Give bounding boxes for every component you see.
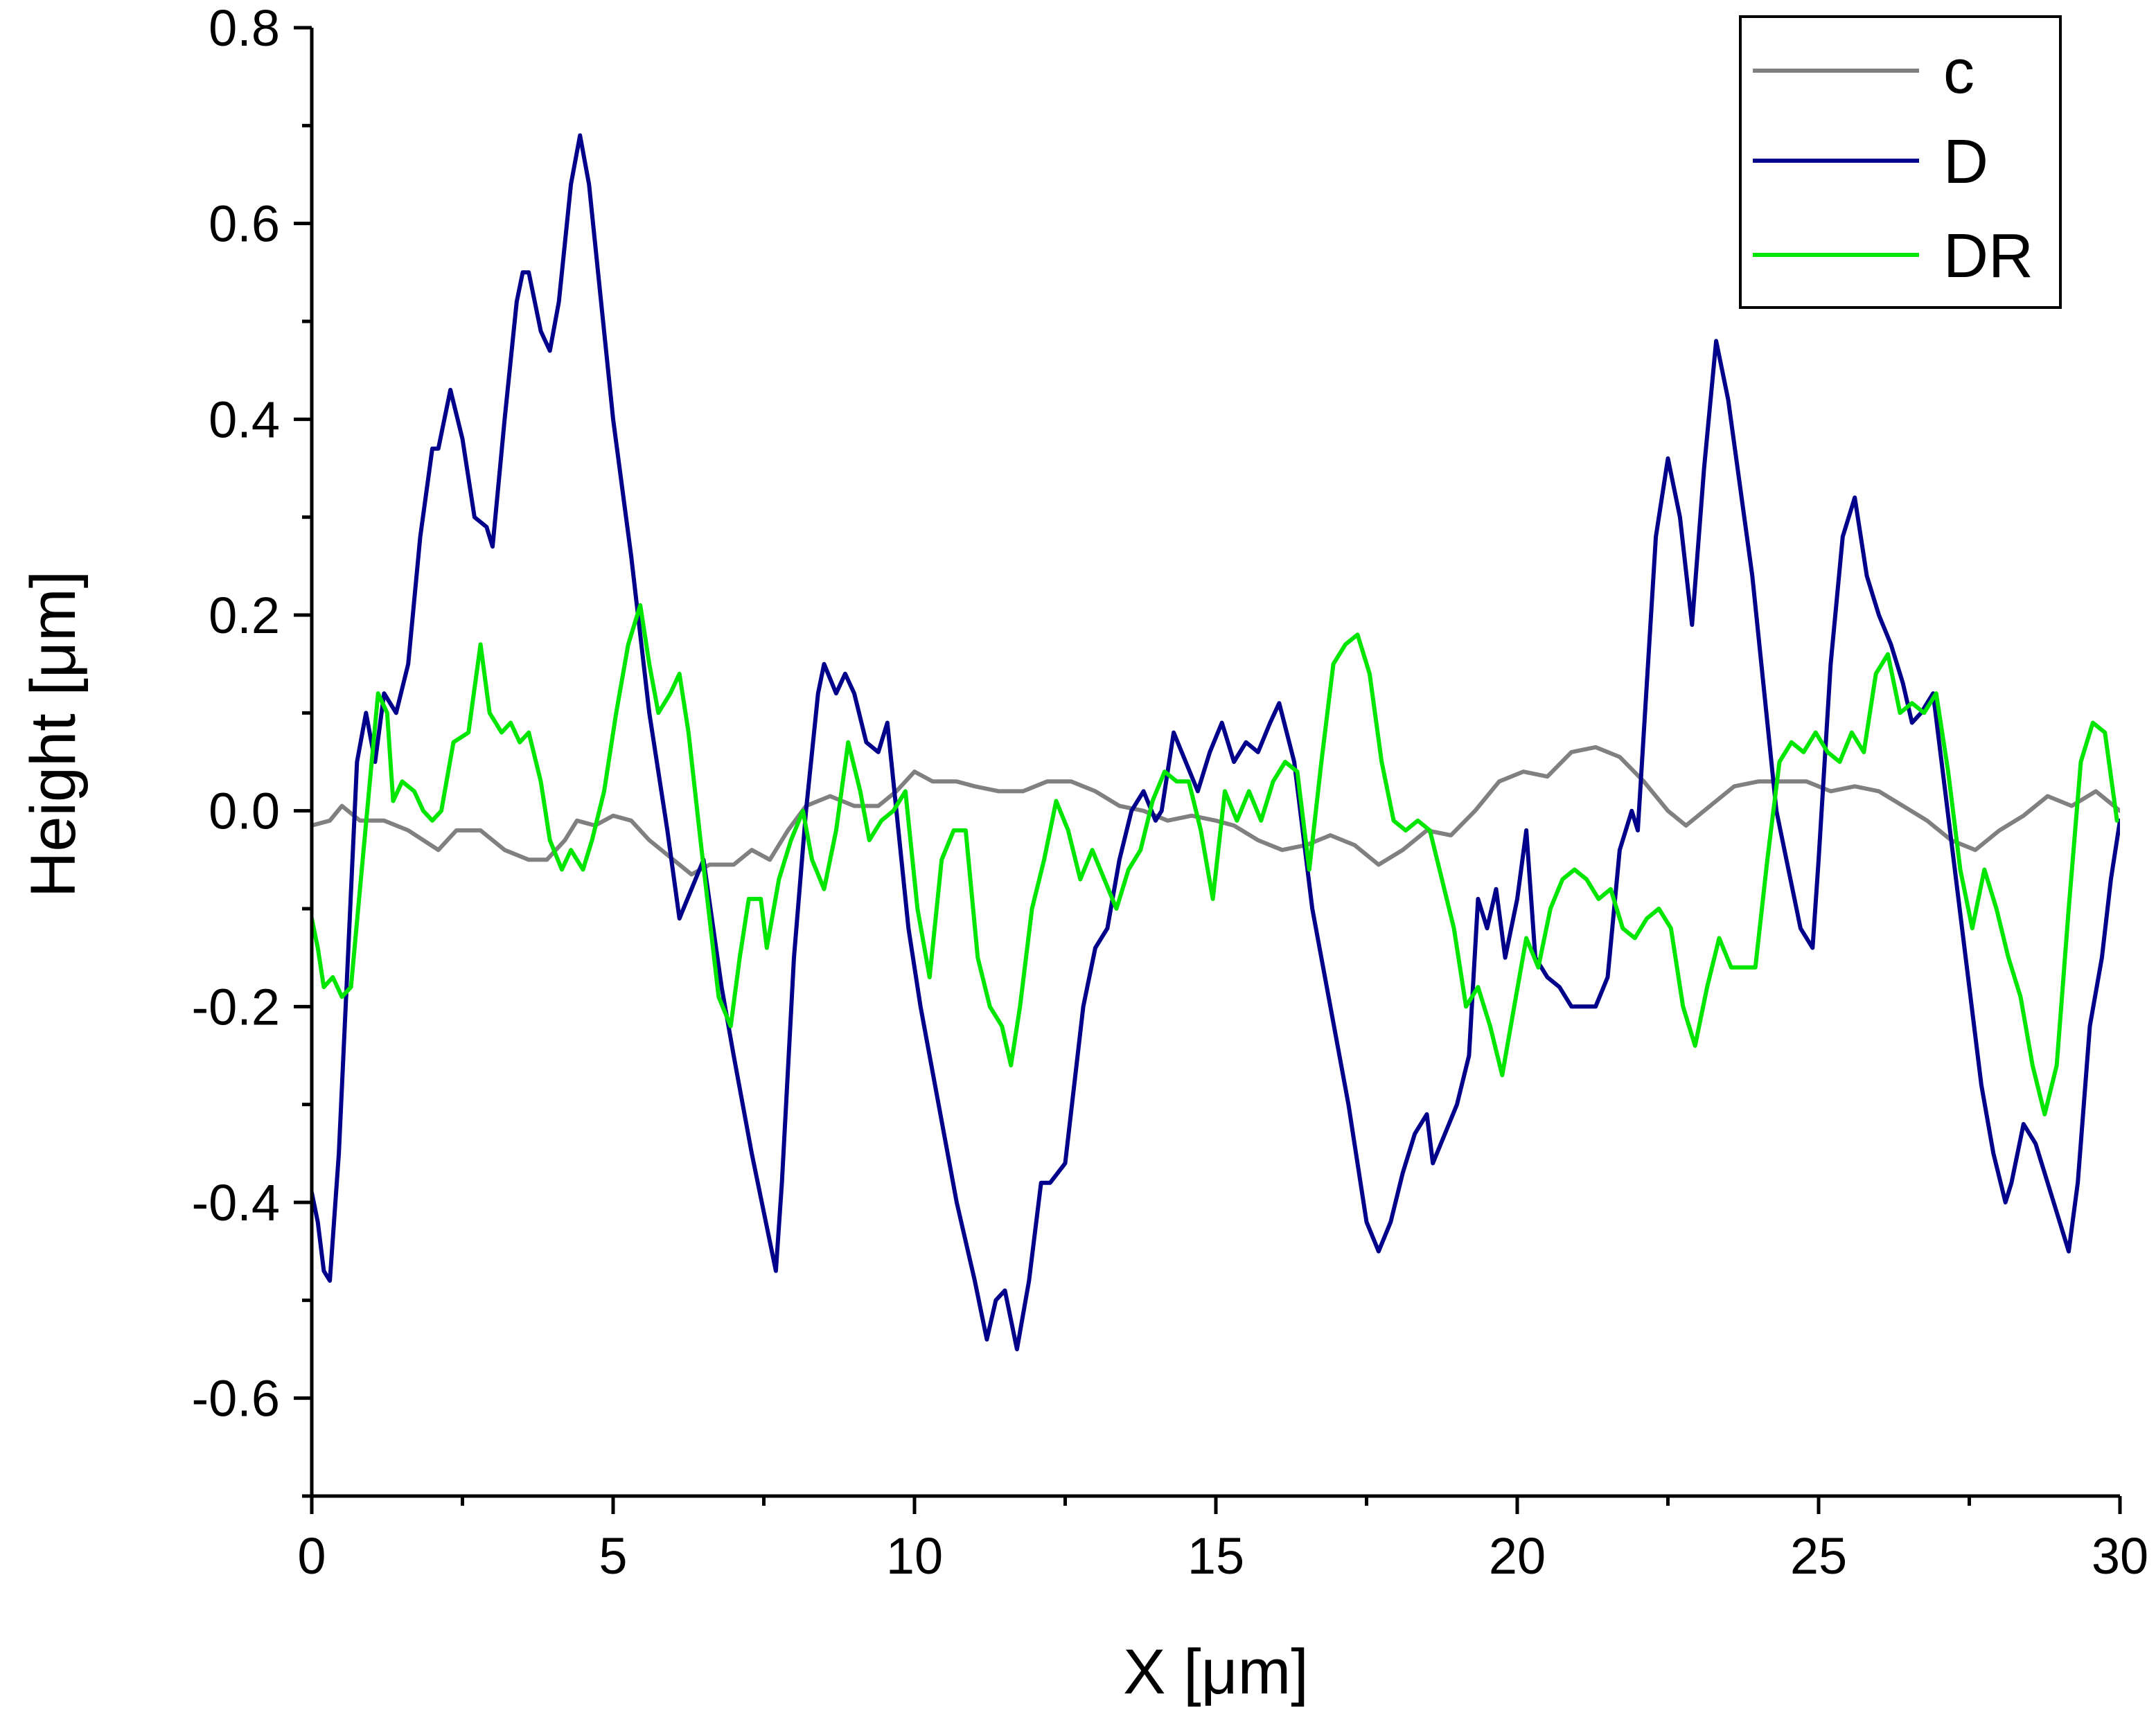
- ticks-layer: 0 5 10 15 20 25 30 -0.6 -0.4 -0.2 0.0 0.2 0.4 0.6 0.8: [191, 0, 2148, 1585]
- y-tick-label: -0.6: [191, 1370, 280, 1427]
- x-tick-label: 25: [1790, 1527, 1847, 1585]
- series-line-d: [312, 133, 2120, 1351]
- x-tick-label: 15: [1187, 1527, 1244, 1585]
- y-tick-label: 0.6: [209, 195, 280, 253]
- y-axis-title: Height [μm]: [18, 571, 89, 898]
- x-tick-label: 10: [886, 1527, 943, 1585]
- series-layer: [312, 133, 2120, 1351]
- y-tick-label: 0.0: [209, 783, 280, 840]
- x-tick-label: 20: [1489, 1527, 1546, 1585]
- legend-label-d: D: [1943, 127, 1988, 197]
- y-tick-label: 0.4: [209, 391, 280, 448]
- legend: c D DR: [1739, 15, 2062, 309]
- y-tick-label: -0.4: [191, 1174, 280, 1231]
- x-axis-title: X [μm]: [1123, 1637, 1309, 1707]
- y-tick-label: -0.2: [191, 978, 280, 1035]
- y-tick-label: 0.8: [209, 0, 280, 57]
- x-tick-label: 5: [599, 1527, 627, 1585]
- legend-label-c: c: [1943, 37, 1974, 107]
- series-line-dr: [312, 603, 2119, 1116]
- x-tick-label: 30: [2092, 1527, 2148, 1585]
- y-tick-label: 0.2: [209, 587, 280, 644]
- x-tick-label: 0: [297, 1527, 326, 1585]
- legend-label-dr: DR: [1943, 222, 2033, 291]
